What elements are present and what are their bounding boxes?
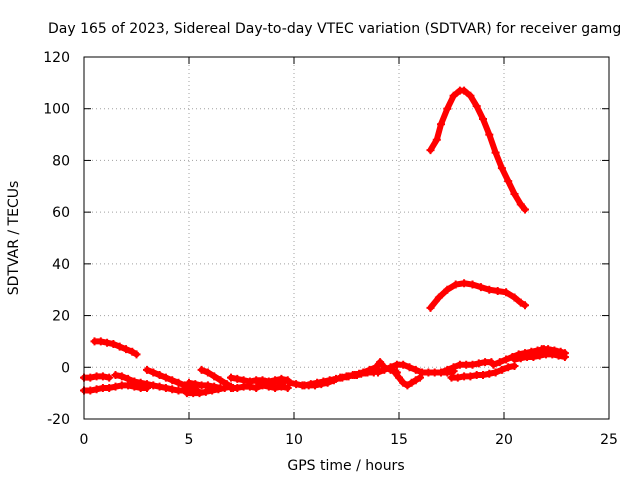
y-tick-label: -20 [47, 412, 70, 428]
series-trace [486, 131, 499, 156]
data-points [80, 86, 569, 398]
series-segment-q [437, 358, 496, 377]
series-segment-d [111, 371, 189, 395]
data-point [105, 373, 114, 382]
series-segment-b [80, 381, 151, 395]
grid [84, 57, 609, 419]
x-tick-label: 15 [390, 432, 408, 448]
data-point [560, 349, 569, 358]
y-tick-label: 100 [43, 102, 70, 118]
x-tick-label: 20 [495, 432, 513, 448]
y-tick-label: 120 [43, 50, 70, 66]
y-tick-label: 80 [52, 153, 70, 169]
data-point [132, 350, 141, 359]
y-tick-label: 0 [61, 360, 70, 376]
y-tick-label: 20 [52, 309, 70, 325]
y-axis-label: SDTVAR / TECUs [6, 181, 22, 296]
series-segment-h [185, 378, 225, 392]
data-point [416, 373, 424, 382]
data-point [521, 205, 529, 214]
series-segment-u [537, 345, 569, 358]
x-tick-label: 25 [600, 432, 618, 448]
series-segment-a [90, 337, 141, 359]
series-segment-c [80, 372, 114, 382]
data-point [283, 383, 292, 392]
series-segment-t [510, 350, 569, 364]
series-segment-k [254, 377, 288, 387]
x-tick-label: 0 [80, 432, 89, 448]
data-point [216, 383, 225, 392]
series-segment-j [227, 381, 292, 392]
series-mid-arc [426, 279, 529, 312]
x-axis-label: GPS time / hours [287, 458, 404, 474]
y-tick-label: 60 [52, 205, 70, 221]
series-segment-p [390, 368, 424, 390]
x-tick-labels: 0 5 10 15 20 25 [80, 432, 618, 448]
x-tick-label: 10 [285, 432, 303, 448]
chart-title: Day 165 of 2023, Sidereal Day-to-day VTE… [48, 21, 621, 37]
plot-frame [83, 56, 610, 420]
y-tick-labels: -20 0 20 40 60 80 100 120 [43, 50, 70, 428]
x-tick-label: 5 [185, 432, 194, 448]
series-segment-r [447, 361, 519, 382]
y-tick-label: 40 [52, 257, 70, 273]
data-point [521, 301, 529, 310]
axis-ticks [83, 56, 610, 420]
series-high-arc [426, 86, 529, 214]
